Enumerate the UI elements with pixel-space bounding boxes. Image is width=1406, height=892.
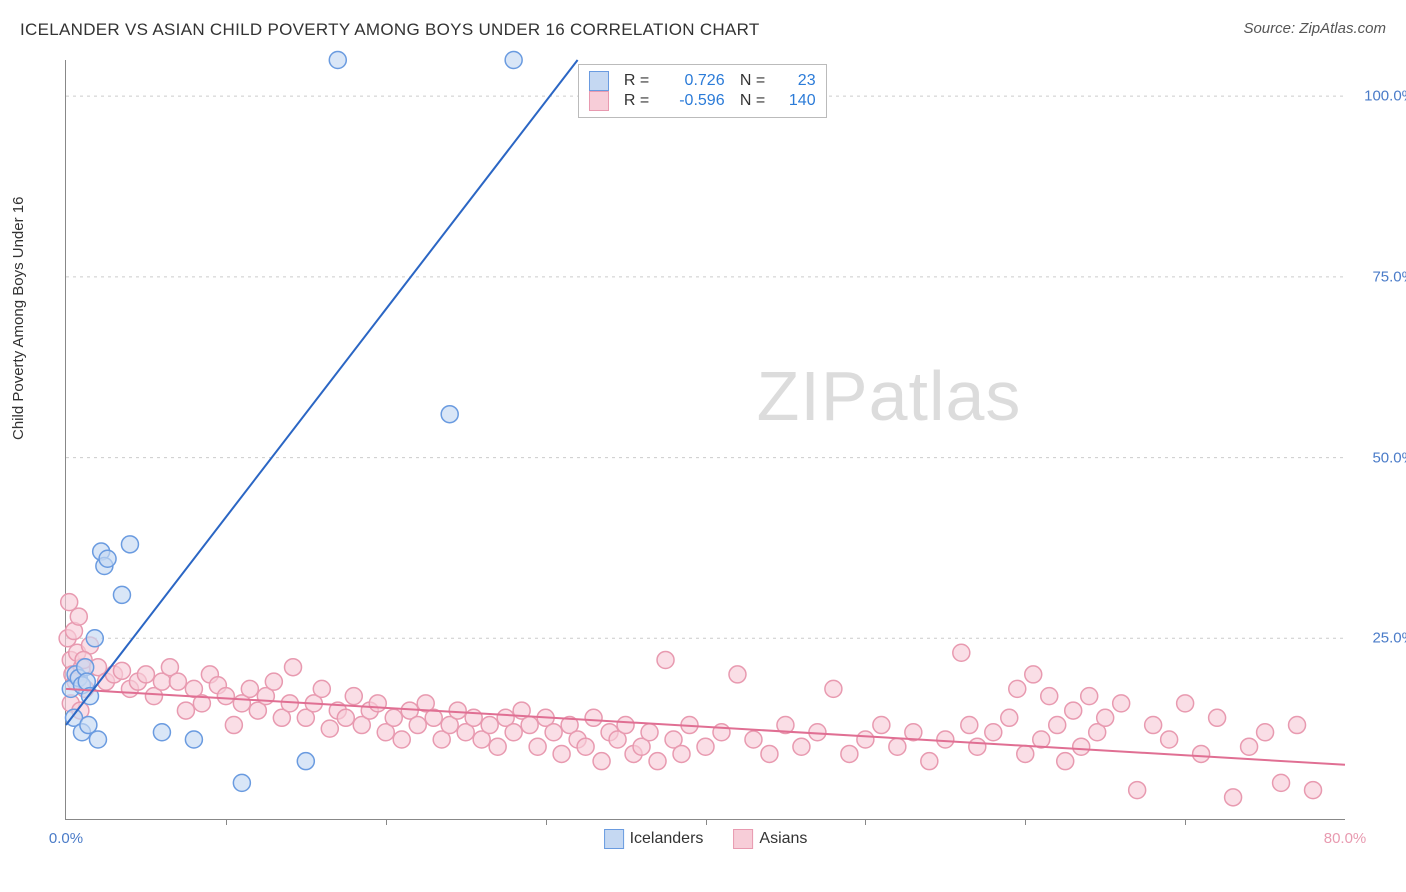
x-tick-mark [226,819,227,825]
x-tick-mark [386,819,387,825]
legend-item: Icelanders [604,829,704,849]
x-tick-mark [1185,819,1186,825]
n-value: 23 [781,72,816,90]
n-value: 140 [781,92,816,110]
legend-swatch [733,829,753,849]
chart-container: Child Poverty Among Boys Under 16 ZIPatl… [20,60,1386,870]
x-tick-mark [865,819,866,825]
source-label: Source: ZipAtlas.com [1243,20,1386,37]
y-tick-label: 75.0% [1355,268,1406,285]
x-tick-mark [1025,819,1026,825]
r-value: -0.596 [665,92,725,110]
x-tick-label: 0.0% [49,830,83,847]
r-label: R = [617,92,657,110]
correlation-legend: R = 0.726 N = 23 R = -0.596 N = 140 [578,64,827,118]
legend-label: Icelanders [630,830,704,847]
series-legend: Icelanders Asians [604,829,808,849]
legend-label: Asians [759,830,807,847]
y-tick-label: 50.0% [1355,449,1406,466]
y-tick-label: 100.0% [1355,88,1406,105]
x-tick-mark [706,819,707,825]
x-tick-mark [546,819,547,825]
legend-swatch [589,91,609,111]
n-label: N = [733,92,773,110]
y-axis-label: Child Poverty Among Boys Under 16 [10,197,27,440]
plot-svg [66,60,1345,819]
r-value: 0.726 [665,72,725,90]
legend-swatch [589,71,609,91]
legend-item: Asians [733,829,807,849]
x-tick-label: 80.0% [1324,830,1367,847]
legend-row: R = 0.726 N = 23 [589,71,816,91]
legend-row: R = -0.596 N = 140 [589,91,816,111]
chart-title: ICELANDER VS ASIAN CHILD POVERTY AMONG B… [20,20,760,39]
y-tick-label: 25.0% [1355,630,1406,647]
n-label: N = [733,72,773,90]
r-label: R = [617,72,657,90]
plot-area: ZIPatlas R =0.726N =23R =-0.596N =140 Ic… [65,60,1345,820]
legend-swatch [604,829,624,849]
